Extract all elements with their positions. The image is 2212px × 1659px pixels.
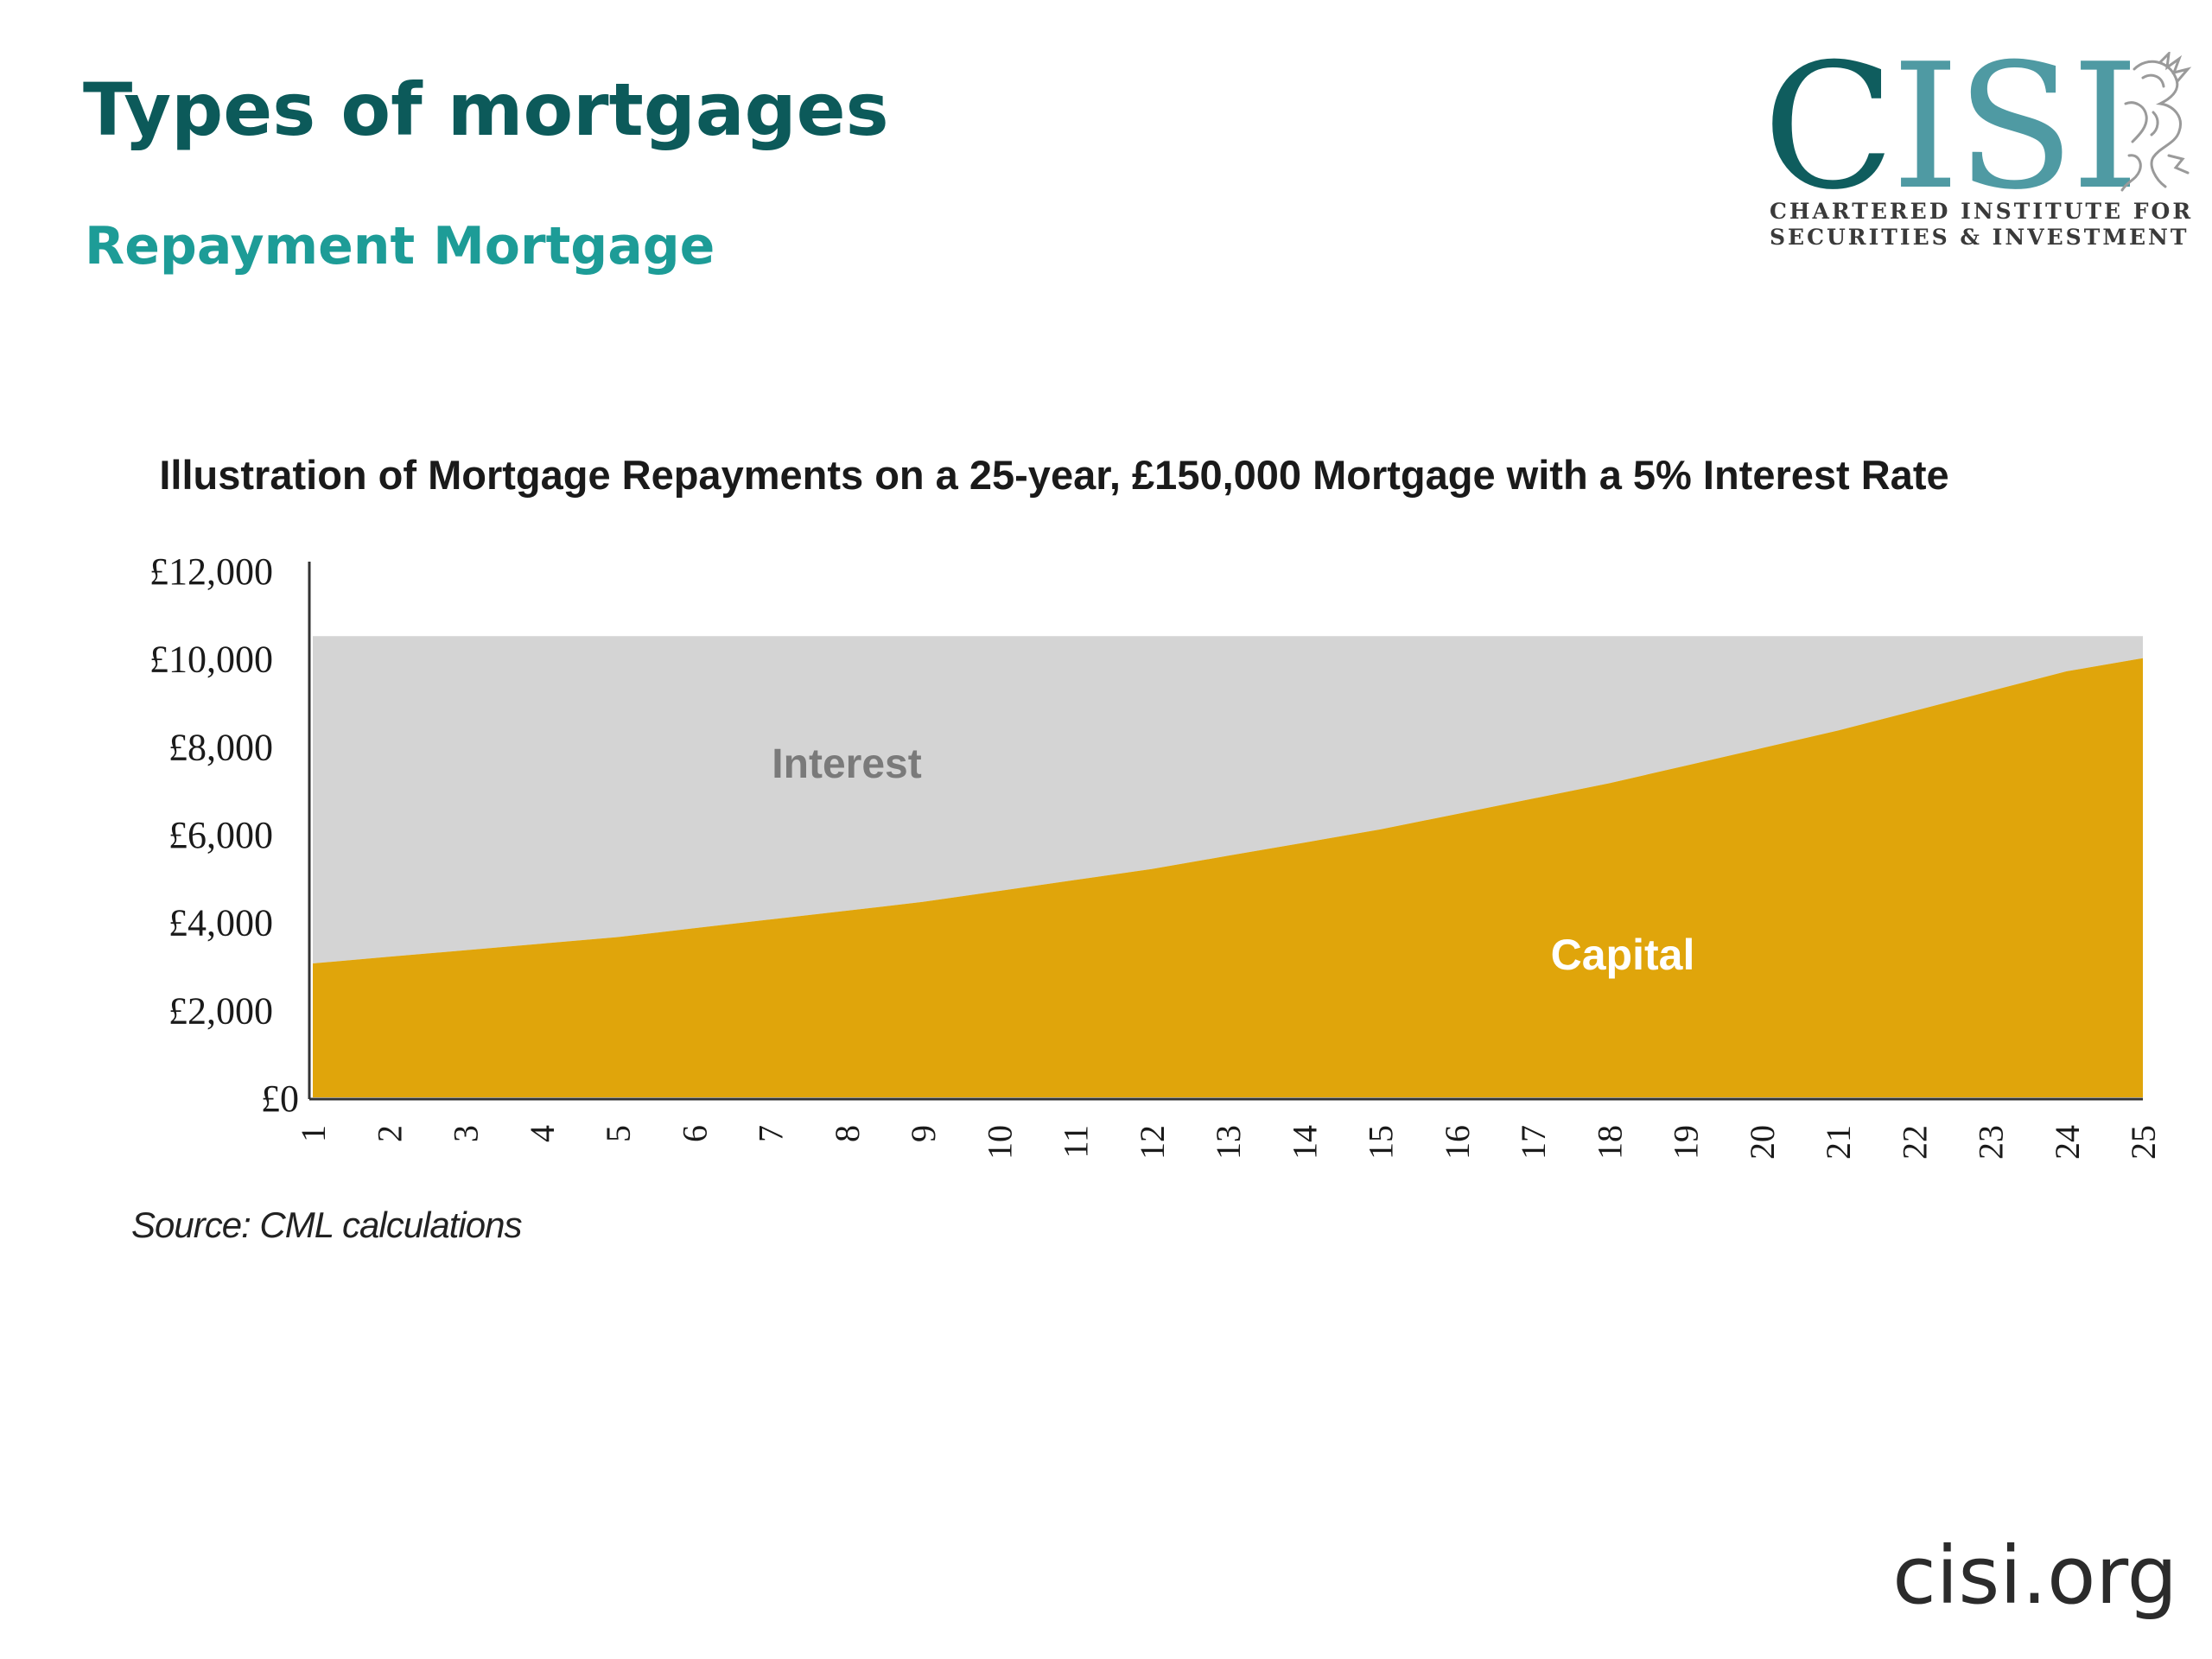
x-tick-label: 1 [294,1125,333,1142]
cisi-logo: CISI CHARTERED INSTITUTE FOR SECURITIES … [1763,41,2195,266]
x-tick-label: 25 [2124,1125,2163,1160]
x-tick-label: 13 [1209,1125,1248,1160]
x-tick-label: 15 [1362,1125,1401,1160]
series-label-capital: Capital [1551,931,1695,979]
area-capital [313,658,2143,1097]
x-tick-label: 12 [1133,1125,1172,1160]
logo-wordmark-isi: ISI [1891,27,2139,228]
x-tick-label: 5 [599,1125,638,1142]
x-tick-label: 20 [1743,1125,1782,1160]
x-tick-label: 21 [1819,1125,1858,1160]
page-title: Types of mortgages [83,67,889,152]
y-tick-label: £0 [261,1077,299,1120]
series-label-interest: Interest [772,741,921,787]
chart-source: Source: CML calculations [131,1205,522,1245]
x-tick-label: 2 [370,1125,409,1142]
y-tick-label: £12,000 [149,550,273,593]
logo-tagline-1: CHARTERED INSTITUTE FOR [1770,199,2194,224]
y-tick-label: £6,000 [168,814,273,856]
area-interest [313,636,2143,963]
logo-wordmark-c: C [1763,27,1895,228]
x-tick-label: 16 [1438,1125,1477,1160]
x-tick-label: 17 [1514,1125,1553,1160]
x-tick-label: 6 [675,1125,714,1142]
x-tick-label: 10 [980,1125,1019,1160]
y-tick-label: £10,000 [149,639,273,681]
griffin-icon [2120,52,2192,192]
x-tick-label: 3 [447,1125,486,1142]
chart-title: Illustration of Mortgage Repayments on a… [159,452,1948,498]
x-tick-label: 11 [1057,1125,1096,1159]
x-tick-label: 18 [1590,1125,1629,1160]
x-tick-label: 22 [1895,1125,1934,1160]
x-tick-label: 14 [1285,1125,1324,1160]
logo-tagline-2: SECURITIES & INVESTMENT [1770,225,2190,250]
x-tick-label: 23 [1972,1125,2011,1160]
x-tick-label: 7 [752,1125,791,1142]
x-tick-label: 8 [828,1125,867,1142]
x-tick-label: 19 [1667,1125,1706,1160]
y-tick-label: £8,000 [168,726,273,768]
x-tick-label: 24 [2048,1125,2087,1160]
x-tick-label: 9 [904,1125,943,1142]
y-tick-label: £2,000 [168,989,273,1032]
footer-url: cisi.org [1892,1529,2177,1622]
y-tick-label: £4,000 [168,902,273,944]
x-tick-label: 4 [523,1125,562,1142]
page-subtitle: Repayment Mortgage [85,216,715,276]
logo-wordmark: CISI [1763,41,2139,214]
